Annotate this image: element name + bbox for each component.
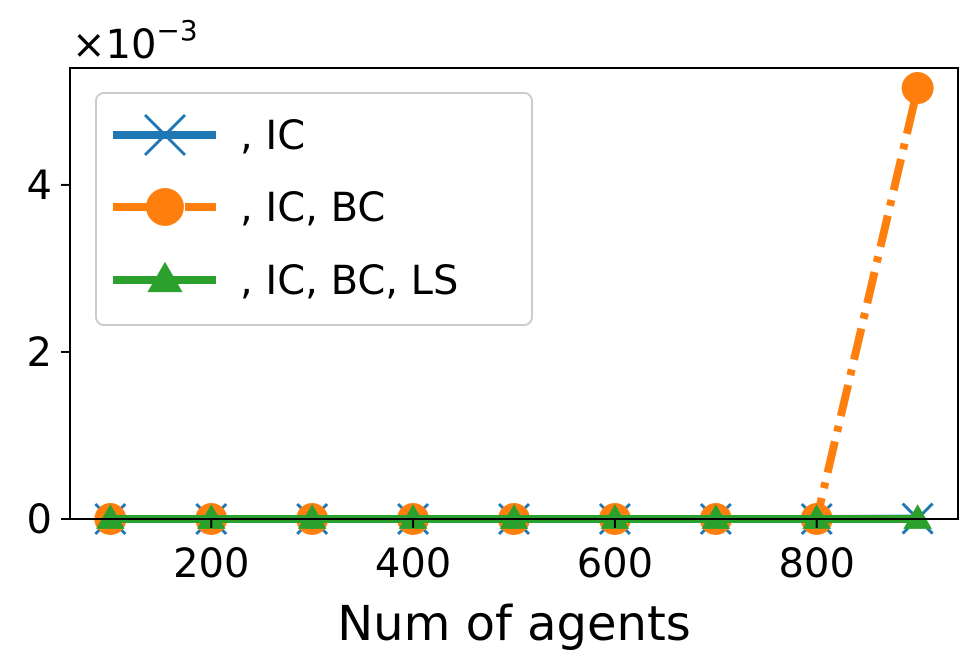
legend-label-ic-bc: , IC, BC — [240, 185, 385, 231]
legend-label-ic-bc-ls: , IC, BC, LS — [240, 258, 458, 304]
legend-ic-bc-ls-marker-0 — [147, 261, 183, 293]
x-tick-label-1: 400 — [375, 541, 451, 587]
y-tick-label-2: 4 — [27, 163, 52, 209]
x-tick-label-0: 200 — [173, 541, 249, 587]
plot-frame — [69, 67, 959, 520]
legend-entry-ic: , IC — [113, 113, 305, 159]
y-scale-label: ×10−3 — [72, 14, 198, 68]
series-ic-bc-ls-marker-4 — [499, 504, 529, 529]
series-ic-bc-ls-marker-6 — [701, 504, 731, 529]
series-ic-bc-ls-marker-0 — [96, 504, 125, 529]
legend-ic-marker-0 — [143, 113, 187, 157]
series-ic-bc-ls-marker-2 — [297, 504, 327, 529]
series-ic-bc-marker-8 — [901, 72, 934, 105]
series-ic-bc-ls-marker-1 — [196, 504, 226, 529]
legend-entry-ic-bc-ls: , IC, BC, LS — [113, 258, 458, 304]
x-tick-label-2: 600 — [577, 541, 653, 587]
y-tick-label-1: 2 — [27, 330, 52, 376]
series-ic-bc-ls-marker-7 — [802, 504, 832, 529]
x-tick-label-3: 800 — [779, 541, 855, 587]
y-scale-multiplier: ×10 — [72, 22, 156, 68]
legend-box — [95, 92, 533, 326]
legend: , IC , IC, BC , IC, BC, LS — [95, 92, 533, 326]
axis-ticks: 200 400 600 800 0 2 4 — [27, 163, 855, 587]
legend-label-ic: , IC — [240, 113, 305, 159]
legend-ic-bc-marker-0 — [146, 188, 184, 226]
series-ic-bc-ls-marker-3 — [398, 504, 428, 529]
series-ic-bc-ls-marker-5 — [600, 504, 630, 529]
legend-entry-ic-bc: , IC, BC — [113, 185, 385, 231]
series-ic-bc-ls-marker-8 — [903, 504, 932, 529]
y-scale-exponent: −3 — [156, 14, 197, 47]
legend-entries: , IC , IC, BC , IC, BC, LS — [113, 113, 458, 304]
x-axis-label: Num of agents — [337, 596, 691, 652]
y-tick-label-0: 0 — [27, 497, 52, 543]
